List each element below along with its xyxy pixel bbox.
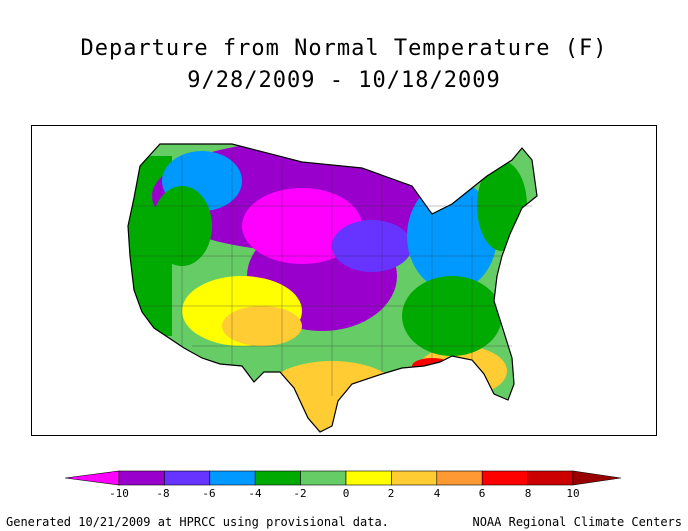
- legend-arrow-low: [65, 470, 120, 486]
- legend-tick: -4: [248, 487, 262, 500]
- state-boundaries: [132, 148, 532, 396]
- map-title: Departure from Normal Temperature (F): [80, 36, 608, 61]
- map-date-range: 9/28/2009 - 10/18/2009: [187, 68, 501, 93]
- map-frame: [31, 125, 657, 436]
- legend-tick: 2: [387, 487, 395, 500]
- legend-tick: -10: [109, 487, 129, 500]
- us-outline: [127, 143, 538, 433]
- legend-arrow-high: [572, 470, 622, 486]
- color-scale-bar: [65, 470, 622, 486]
- legend-color-box: [391, 470, 438, 486]
- legend-tick: 0: [342, 487, 350, 500]
- legend-tick: 10: [566, 487, 580, 500]
- legend-tick: 4: [433, 487, 441, 500]
- color-scale-legend: [65, 470, 625, 486]
- legend-color-box: [527, 470, 574, 486]
- legend-tick: 6: [478, 487, 486, 500]
- generated-note: Generated 10/21/2009 at HPRCC using prov…: [6, 515, 389, 529]
- legend-tick: 8: [524, 487, 532, 500]
- legend-color-box: [345, 470, 392, 486]
- us-temperature-map: [127, 143, 538, 433]
- legend-tick: -8: [156, 487, 170, 500]
- source-credit: NOAA Regional Climate Centers: [472, 515, 682, 529]
- legend-color-box: [436, 470, 483, 486]
- legend-tick: -2: [293, 487, 307, 500]
- legend-color-box: [300, 470, 347, 486]
- legend-color-box: [209, 470, 256, 486]
- legend-color-box: [254, 470, 301, 486]
- legend-color-box: [481, 470, 528, 486]
- legend-color-box: [164, 470, 211, 486]
- legend-tick: -6: [202, 487, 216, 500]
- legend-color-box: [118, 470, 165, 486]
